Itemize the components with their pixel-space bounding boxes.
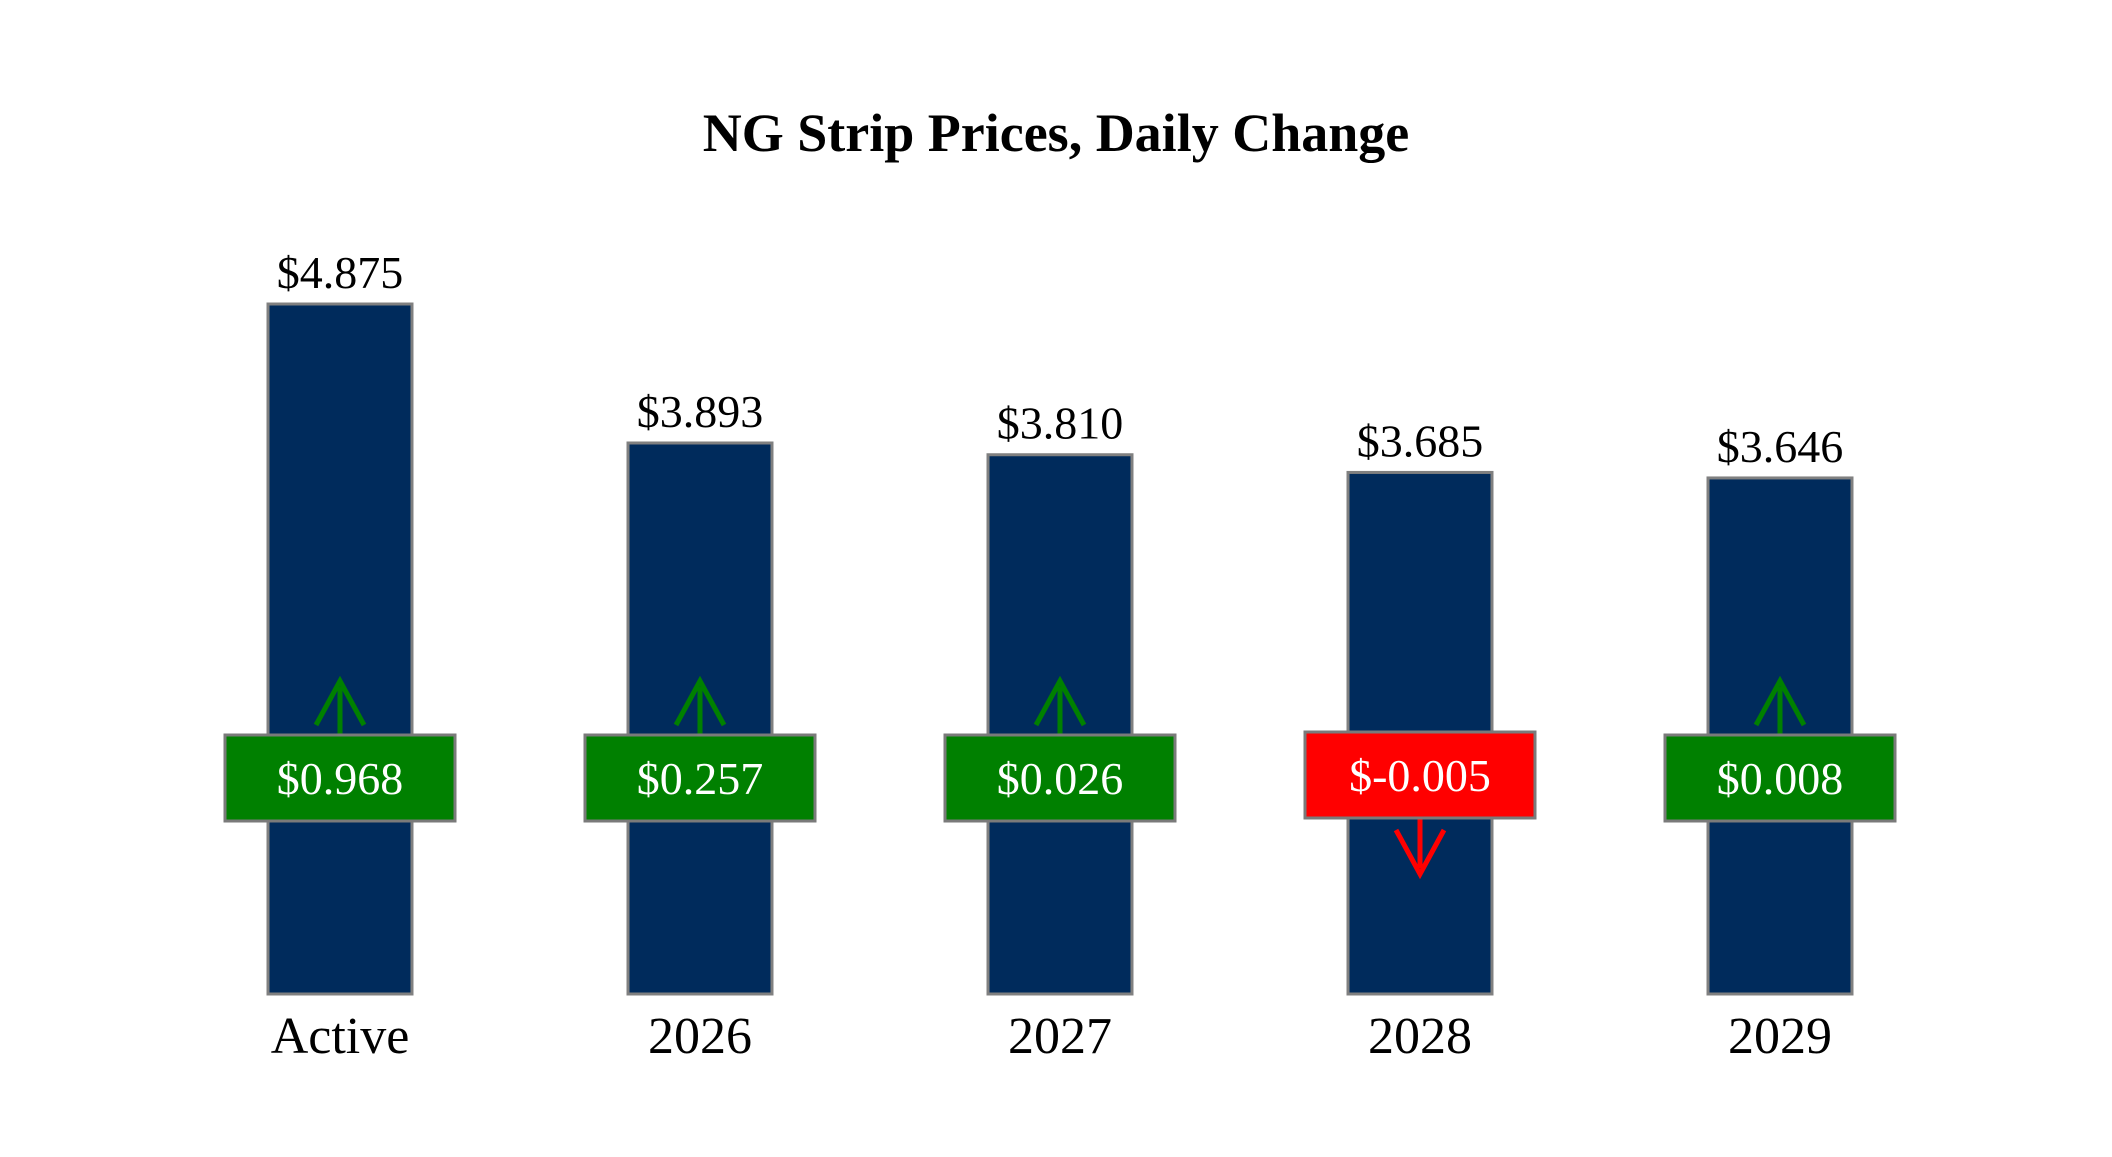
bar (266, 302, 414, 996)
change-arrowhead-up-icon (1033, 675, 1087, 727)
category-label: 2029 (1728, 1008, 1832, 1065)
bar-group-1: $3.893 2026 $0.257 (583, 386, 817, 1065)
category-label: 2027 (1008, 1008, 1112, 1065)
bar-group-2: $3.810 2027 $0.026 (943, 398, 1177, 1065)
change-badge-label: $0.008 (1717, 753, 1844, 804)
bar-group-3: $3.685 2028 $-0.005 (1303, 415, 1537, 1065)
change-badge (223, 733, 457, 823)
bars-layer: $4.875 Active $0.968 $3.893 2026 $0.257 $3.810… (223, 247, 1897, 1065)
change-badge (943, 733, 1177, 823)
change-badge (1303, 730, 1537, 820)
change-badge-label: $0.257 (637, 753, 764, 804)
change-badge-label: $0.968 (277, 753, 404, 804)
category-label: 2028 (1368, 1008, 1472, 1065)
bar-value-label: $3.685 (1357, 415, 1484, 466)
category-label: Active (271, 1008, 410, 1065)
bar-value-label: $3.810 (997, 398, 1124, 449)
chart-title: NG Strip Prices, Daily Change (703, 103, 1409, 163)
change-badge-label: $-0.005 (1349, 750, 1491, 801)
change-badge (1663, 733, 1897, 823)
category-label: 2026 (648, 1008, 752, 1065)
change-badge-label: $0.026 (997, 753, 1124, 804)
change-arrowhead-up-icon (673, 675, 727, 727)
change-arrowhead-up-icon (313, 675, 367, 727)
bar-value-label: $4.875 (277, 247, 404, 298)
change-arrowhead-up-icon (1753, 675, 1807, 727)
bar-value-label: $3.646 (1717, 421, 1844, 472)
bar-group-4: $3.646 2029 $0.008 (1663, 421, 1897, 1065)
bar-value-label: $3.893 (637, 386, 764, 437)
bar-group-0: $4.875 Active $0.968 (223, 247, 457, 1065)
change-arrowhead-down-icon (1393, 828, 1447, 880)
change-badge (583, 733, 817, 823)
